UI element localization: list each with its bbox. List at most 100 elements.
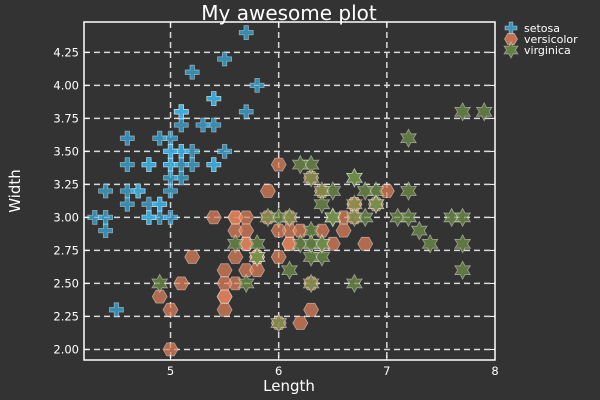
data-point-versicolor [216, 289, 233, 304]
data-point-virginica [270, 207, 288, 228]
data-point-setosa [184, 143, 200, 159]
data-point-virginica [226, 233, 244, 254]
data-point-versicolor [205, 210, 222, 225]
y-tick-label: 2.75 [53, 243, 79, 257]
y-ticks: 2.00 2.25 2.50 2.75 3.00 3.25 3.50 3.75 4.00 4.25 [53, 45, 495, 356]
data-point-setosa [238, 25, 254, 40]
plot-frame [83, 21, 496, 361]
data-point-setosa [119, 157, 135, 173]
data-point-virginica [410, 220, 428, 241]
data-point-versicolor [292, 223, 309, 238]
legend-marker-virginica [503, 41, 519, 59]
data-point-virginica [237, 273, 255, 294]
data-point-virginica [313, 194, 331, 215]
y-tick-label: 4.25 [53, 45, 79, 59]
data-point-setosa [152, 196, 168, 212]
data-point-virginica [280, 260, 299, 281]
data-point-versicolor [270, 157, 287, 172]
series-setosa [87, 25, 265, 318]
data-point-setosa [119, 130, 135, 146]
data-point-setosa [163, 143, 178, 159]
data-point-virginica [389, 207, 407, 228]
data-point-virginica [291, 233, 309, 254]
data-point-versicolor [216, 263, 233, 278]
data-point-virginica [443, 207, 461, 228]
data-point-virginica [324, 181, 342, 201]
data-point-virginica [421, 233, 439, 254]
chart-title: My awesome plot [201, 1, 377, 25]
data-point-versicolor [162, 342, 179, 357]
data-point-virginica [248, 247, 266, 267]
data-point-setosa [87, 209, 103, 225]
data-point-versicolor [227, 210, 244, 225]
data-point-virginica [454, 233, 472, 254]
data-point-virginica [151, 273, 169, 294]
data-point-setosa [206, 91, 222, 106]
data-point-versicolor [303, 302, 320, 317]
data-point-versicolor [162, 302, 179, 317]
data-point-virginica [313, 233, 331, 254]
data-point-versicolor [357, 236, 374, 251]
data-point-virginica [302, 233, 320, 254]
data-point-virginica [454, 101, 472, 122]
data-point-versicolor [216, 276, 233, 291]
grid-lines [84, 22, 495, 360]
y-tick-label: 2.25 [53, 309, 79, 323]
data-point-virginica [345, 207, 363, 228]
data-point-setosa [238, 104, 254, 120]
data-point-setosa [249, 78, 265, 93]
data-point-virginica [399, 181, 418, 201]
data-point-virginica [259, 207, 277, 228]
x-ticks: 5 6 7 8 [167, 22, 499, 378]
data-point-setosa [141, 209, 157, 225]
series-virginica [151, 101, 493, 333]
y-tick-label: 3.50 [53, 144, 79, 158]
data-point-virginica [454, 207, 472, 228]
data-points [87, 25, 493, 357]
data-point-setosa [98, 183, 113, 199]
data-point-setosa [119, 196, 135, 212]
data-point-setosa [184, 64, 200, 80]
x-tick-label: 7 [383, 364, 390, 378]
data-point-setosa [173, 104, 189, 120]
data-point-virginica [302, 154, 320, 175]
data-point-versicolor [281, 236, 298, 251]
legend-marker-setosa [504, 21, 518, 35]
data-point-setosa [163, 170, 178, 186]
data-point-versicolor [259, 184, 276, 198]
data-point-virginica [345, 273, 363, 294]
data-point-virginica [302, 273, 320, 294]
data-point-setosa [173, 117, 189, 133]
y-axis-label: Width [6, 169, 24, 213]
data-point-virginica [280, 207, 299, 228]
data-point-setosa [163, 183, 178, 199]
y-tick-label: 3.25 [53, 177, 79, 191]
data-point-versicolor [270, 223, 287, 238]
data-point-virginica [399, 128, 418, 149]
data-point-versicolor [335, 223, 352, 238]
data-point-virginica [356, 207, 374, 228]
legend-label-setosa: setosa [524, 22, 560, 35]
data-point-versicolor [238, 223, 255, 238]
y-tick-label: 2.50 [53, 276, 79, 290]
data-point-setosa [109, 302, 124, 318]
x-axis-label: Length [263, 377, 315, 395]
data-point-setosa [217, 143, 233, 159]
y-tick-label: 3.00 [53, 210, 79, 224]
legend-label-virginica: virginica [524, 44, 571, 57]
data-point-setosa [152, 130, 168, 146]
data-point-versicolor [173, 276, 190, 291]
data-point-virginica [302, 167, 320, 188]
data-point-virginica [356, 181, 374, 201]
data-point-virginica [324, 207, 342, 228]
data-point-virginica [302, 247, 320, 267]
legend-marker-versicolor [504, 32, 518, 46]
data-point-virginica [367, 194, 385, 215]
data-point-versicolor [238, 263, 255, 278]
data-point-virginica [270, 313, 288, 333]
data-point-setosa [163, 209, 178, 225]
y-tick-label: 2.00 [53, 342, 79, 356]
data-point-versicolor [227, 223, 244, 238]
data-point-setosa [119, 183, 135, 199]
